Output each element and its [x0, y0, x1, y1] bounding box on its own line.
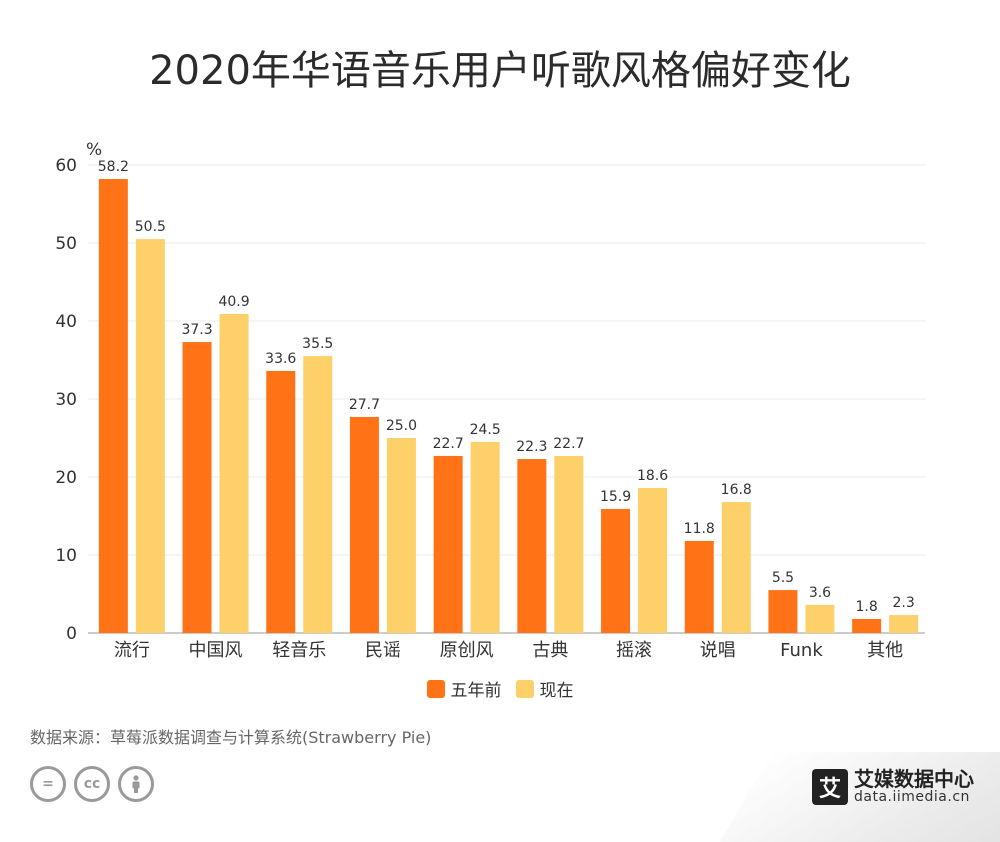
data-label: 50.5	[135, 219, 166, 235]
data-source-note: 数据来源：草莓派数据调查与计算系统(Strawberry Pie)	[30, 728, 432, 747]
bar	[805, 604, 835, 633]
data-label: 33.6	[265, 351, 296, 367]
data-label: 22.7	[433, 436, 464, 452]
bar	[386, 438, 416, 633]
data-label: 11.8	[684, 521, 715, 537]
bar	[98, 179, 128, 634]
x-tick-label: Funk	[780, 640, 823, 661]
y-tick-label: 40	[55, 312, 77, 332]
bar	[684, 540, 714, 633]
bar	[266, 370, 296, 633]
bar	[349, 416, 379, 633]
data-label: 27.7	[349, 397, 380, 413]
bar	[852, 618, 882, 633]
y-axis-label: %	[86, 140, 102, 160]
data-label: 2.3	[893, 595, 915, 611]
data-label: 37.3	[181, 322, 212, 338]
data-label: 35.5	[302, 336, 333, 352]
x-tick-label: 摇滚	[616, 640, 652, 661]
data-label: 40.9	[218, 294, 249, 310]
legend-item-series-1[interactable]: 现在	[515, 676, 574, 701]
data-label: 15.9	[600, 489, 631, 505]
bar	[303, 356, 333, 633]
bar-chart: 0 10 20 30 40 50 60%58.2 50.5 流行 37.3 40.9 中国风 33.6 3…	[55, 140, 925, 661]
bar	[182, 342, 212, 633]
data-label: 25.0	[386, 418, 417, 434]
brand-logo-icon: 艾	[812, 768, 848, 805]
bar	[601, 508, 631, 633]
y-tick-label: 30	[55, 390, 77, 410]
x-tick-label: 流行	[114, 640, 150, 661]
bar	[433, 455, 463, 633]
brand-url: data.iimedia.cn	[854, 789, 970, 805]
bar	[721, 501, 751, 633]
y-tick-label: 0	[66, 624, 77, 644]
brand-name: 艾媒数据中心	[854, 767, 974, 791]
equals-icon: =	[30, 766, 66, 802]
bar	[638, 487, 668, 633]
data-label: 22.3	[516, 439, 547, 455]
x-tick-label: 说唱	[700, 640, 736, 661]
bar	[554, 455, 584, 633]
x-tick-label: 古典	[532, 640, 568, 661]
x-tick-label: 民谣	[365, 640, 401, 661]
legend-swatch	[515, 679, 534, 698]
bar	[889, 615, 919, 633]
license-icons: = cc	[30, 766, 154, 802]
bar	[768, 590, 798, 633]
data-label: 24.5	[470, 422, 501, 438]
data-label: 3.6	[809, 585, 831, 601]
y-tick-label: 20	[55, 468, 77, 488]
y-tick-label: 50	[55, 234, 77, 254]
person-icon	[118, 766, 154, 802]
legend-label: 五年前	[450, 681, 502, 701]
legend-swatch	[426, 679, 445, 698]
bar	[135, 239, 165, 633]
data-label: 5.5	[772, 570, 794, 586]
legend-label: 现在	[539, 681, 574, 701]
x-tick-label: 其他	[867, 640, 903, 661]
y-tick-label: 60	[55, 156, 77, 176]
x-tick-label: 轻音乐	[272, 640, 326, 661]
y-tick-label: 10	[55, 546, 77, 566]
x-tick-label: 中国风	[189, 640, 243, 661]
brand-logo-block: 艾 艾媒数据中心 data.iimedia.cn	[812, 768, 974, 805]
chart-title: 2020年华语音乐用户听歌风格偏好变化	[149, 48, 851, 94]
bar	[470, 441, 500, 633]
chart-legend: 五年前 现在	[0, 676, 1000, 701]
data-label: 18.6	[637, 468, 668, 484]
legend-item-series-0[interactable]: 五年前	[426, 676, 502, 701]
bar	[517, 459, 547, 633]
data-label: 1.8	[856, 599, 878, 615]
data-label: 22.7	[553, 436, 584, 452]
cc-icon: cc	[74, 766, 110, 802]
data-label: 58.2	[98, 159, 129, 175]
bar	[219, 313, 249, 633]
x-tick-label: 原创风	[440, 640, 494, 661]
data-label: 16.8	[721, 482, 752, 498]
